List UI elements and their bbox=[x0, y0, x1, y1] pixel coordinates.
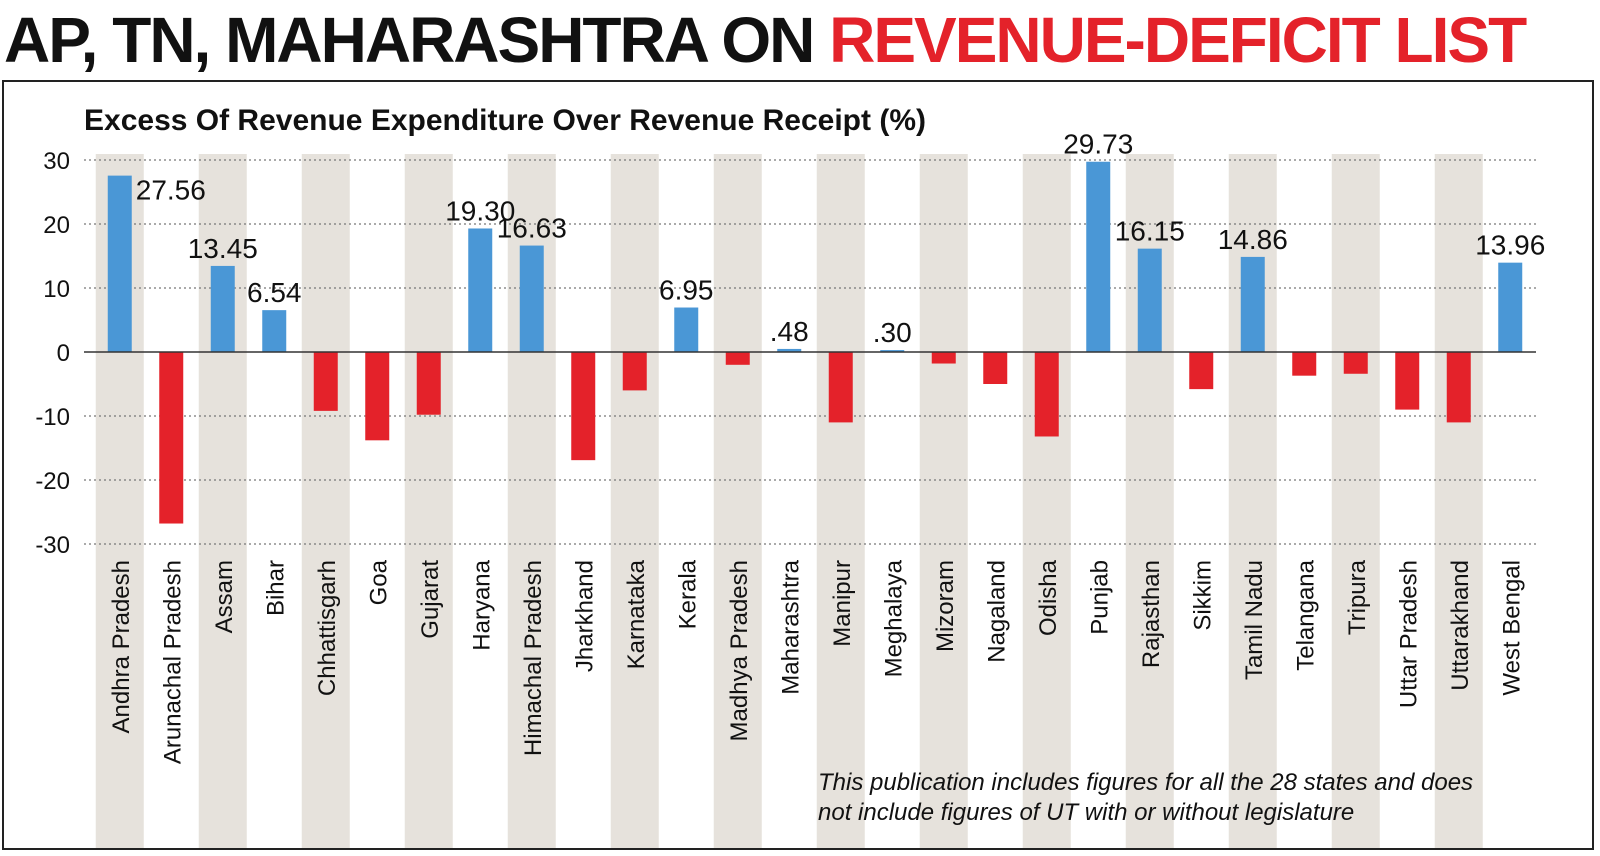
bar-andhra-pradesh bbox=[107, 175, 132, 352]
category-label: Telangana bbox=[1292, 559, 1319, 670]
footnote-line-2: not include figures of UT with or withou… bbox=[818, 799, 1354, 826]
category-label: Andhra Pradesh bbox=[108, 560, 135, 733]
y-tick-label: -20 bbox=[35, 468, 70, 495]
data-label: 19.30 bbox=[445, 195, 515, 226]
y-tick-label: 20 bbox=[43, 212, 70, 239]
bar-manipur bbox=[828, 352, 853, 423]
category-label: Arunachal Pradesh bbox=[159, 560, 186, 764]
band-26 bbox=[1434, 154, 1483, 848]
bar-goa bbox=[365, 352, 390, 441]
category-label: Karnataka bbox=[623, 559, 650, 669]
footnote: This publication includes figures for al… bbox=[818, 769, 1473, 826]
category-label: Maharashtra bbox=[777, 559, 804, 694]
band-10 bbox=[610, 154, 659, 848]
category-label: Mizoram bbox=[932, 560, 959, 652]
category-label: Haryana bbox=[468, 559, 495, 650]
band-4 bbox=[301, 154, 350, 848]
category-label: Madhya Pradesh bbox=[726, 560, 753, 741]
category-label: Goa bbox=[365, 559, 392, 605]
category-label: Tamil Nadu bbox=[1241, 560, 1268, 680]
category-label: Assam bbox=[211, 560, 238, 633]
data-label: 13.96 bbox=[1475, 230, 1545, 261]
band-12 bbox=[713, 154, 762, 848]
bar-meghalaya bbox=[880, 350, 905, 352]
data-label: 13.45 bbox=[188, 233, 258, 264]
band-14 bbox=[816, 154, 865, 848]
data-label: 6.54 bbox=[247, 277, 302, 308]
gridlines bbox=[84, 159, 1536, 545]
bars bbox=[107, 161, 1523, 524]
bar-nagaland bbox=[983, 352, 1008, 384]
footnote-line-1: This publication includes figures for al… bbox=[818, 769, 1473, 796]
category-label: Jharkhand bbox=[571, 560, 598, 672]
data-label: 14.86 bbox=[1218, 224, 1288, 255]
bar-madhya-pradesh bbox=[725, 352, 750, 365]
data-label: .30 bbox=[873, 317, 912, 348]
y-tick-label: -10 bbox=[35, 404, 70, 431]
bar-maharashtra bbox=[777, 348, 802, 352]
category-label: Gujarat bbox=[417, 560, 444, 639]
data-label: 16.63 bbox=[497, 213, 567, 244]
y-tick-label: 0 bbox=[57, 340, 70, 367]
y-tick-label: 10 bbox=[43, 276, 70, 303]
bar-mizoram bbox=[931, 352, 956, 364]
column-bands bbox=[95, 154, 1483, 848]
bar-bihar bbox=[262, 310, 287, 352]
chart-subtitle: Excess Of Revenue Expenditure Over Reven… bbox=[84, 104, 926, 137]
band-16 bbox=[919, 154, 968, 848]
bar-jharkhand bbox=[571, 352, 596, 461]
bar-odisha bbox=[1034, 352, 1059, 437]
data-label: 16.15 bbox=[1115, 216, 1185, 247]
data-label: 29.73 bbox=[1063, 129, 1133, 160]
headline: AP, TN, MAHARASHTRA ON REVENUE-DEFICIT L… bbox=[4, 4, 1527, 76]
band-18 bbox=[1022, 154, 1071, 848]
bar-west-bengal bbox=[1498, 262, 1523, 352]
bar-karnataka bbox=[622, 352, 647, 391]
bar-punjab bbox=[1086, 161, 1111, 352]
category-label: Chhattisgarh bbox=[314, 560, 341, 696]
chart-frame: 30 20 10 0 -10 -20 -30 27.56 13.45 6.54 19.30 16.6… bbox=[2, 80, 1594, 850]
category-label: Bihar bbox=[262, 560, 289, 616]
category-label: Nagaland bbox=[983, 560, 1010, 663]
category-label: Punjab bbox=[1086, 560, 1113, 635]
bar-himachal-pradesh bbox=[519, 245, 544, 352]
category-label: Sikkim bbox=[1189, 560, 1216, 631]
data-label: 6.95 bbox=[659, 275, 714, 306]
bar-sikkim bbox=[1189, 352, 1214, 390]
category-label: Kerala bbox=[674, 559, 701, 629]
category-label: Manipur bbox=[829, 560, 856, 647]
category-label: Meghalaya bbox=[880, 559, 907, 677]
band-24 bbox=[1331, 154, 1380, 848]
bar-telangana bbox=[1292, 352, 1317, 376]
category-label: Rajasthan bbox=[1138, 560, 1165, 668]
category-label: Uttarakhand bbox=[1447, 560, 1474, 691]
category-label: Odisha bbox=[1035, 559, 1062, 636]
headline-red-part: REVENUE-DEFICIT LIST bbox=[829, 4, 1527, 76]
category-label: Himachal Pradesh bbox=[520, 560, 547, 756]
category-label: West Bengal bbox=[1498, 560, 1525, 696]
y-tick-label: -30 bbox=[35, 532, 70, 559]
band-6 bbox=[404, 154, 453, 848]
category-label: Tripura bbox=[1344, 559, 1371, 635]
bar-haryana bbox=[468, 228, 493, 352]
bar-rajasthan bbox=[1137, 248, 1162, 352]
data-label: .48 bbox=[770, 316, 809, 347]
y-tick-label: 30 bbox=[43, 148, 70, 175]
bar-tripura bbox=[1343, 352, 1368, 374]
y-axis-ticks: 30 20 10 0 -10 -20 -30 bbox=[35, 148, 70, 559]
bar-tamil-nadu bbox=[1240, 256, 1265, 352]
bar-uttar-pradesh bbox=[1395, 352, 1420, 410]
category-label: Uttar Pradesh bbox=[1395, 560, 1422, 708]
bar-arunachal-pradesh bbox=[159, 352, 184, 524]
bar-chhattisgarh bbox=[313, 352, 338, 411]
category-labels: Andhra Pradesh Arunachal Pradesh Assam Biha… bbox=[108, 559, 1526, 764]
revenue-deficit-chart: 30 20 10 0 -10 -20 -30 27.56 13.45 6.54 19.3016.6… bbox=[35, 104, 1546, 848]
bar-gujarat bbox=[416, 352, 441, 415]
bar-kerala bbox=[674, 307, 699, 352]
bar-uttarakhand bbox=[1446, 352, 1471, 423]
headline-black-part: AP, TN, MAHARASHTRA ON bbox=[4, 4, 830, 76]
bar-assam bbox=[210, 265, 235, 352]
data-label: 27.56 bbox=[136, 175, 206, 206]
